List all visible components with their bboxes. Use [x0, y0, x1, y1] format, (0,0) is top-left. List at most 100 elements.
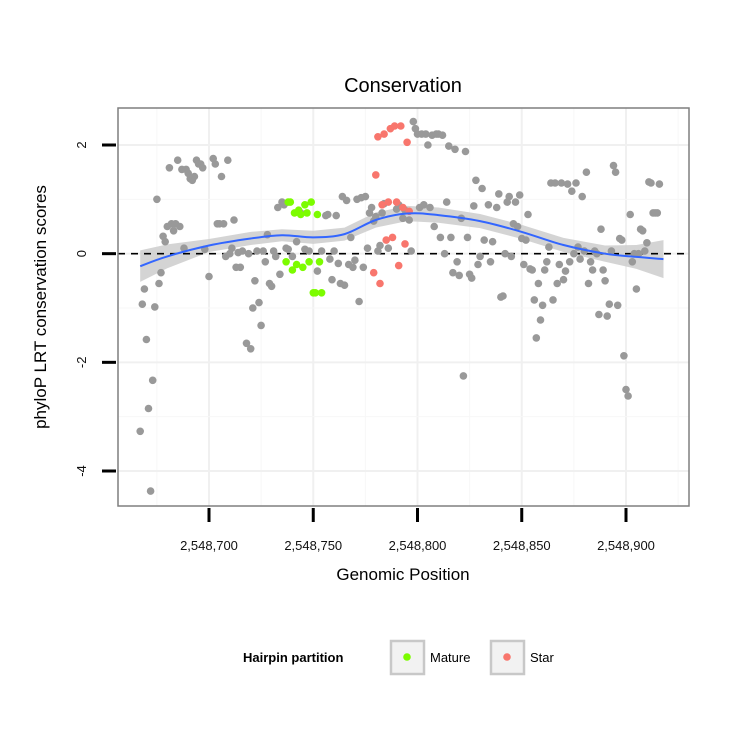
point-other [609, 161, 618, 170]
point-other [153, 195, 161, 204]
point-other [461, 147, 470, 156]
point-other [538, 301, 547, 310]
point-other [634, 249, 643, 258]
point-other [638, 227, 647, 235]
point-other [190, 172, 199, 181]
point-other [238, 247, 247, 255]
point-other [138, 300, 147, 309]
point-other [588, 266, 597, 274]
point-other [447, 233, 455, 242]
point-other [474, 260, 482, 269]
point-other [522, 236, 530, 244]
point-other [236, 263, 245, 272]
point-other [157, 268, 165, 277]
point-other [455, 271, 464, 280]
point-star [403, 138, 411, 147]
point-other [136, 427, 144, 436]
point-other [426, 203, 434, 212]
point-other [313, 267, 322, 275]
point-other [217, 172, 226, 181]
point-other [249, 304, 257, 312]
point-star [390, 122, 399, 130]
point-other [501, 249, 509, 258]
point-other [549, 296, 557, 304]
point-mature [317, 289, 326, 297]
point-other [363, 244, 372, 252]
point-other [261, 258, 270, 266]
point-other [599, 266, 607, 274]
point-other [292, 237, 301, 246]
point-star [394, 261, 403, 270]
point-other [655, 180, 664, 188]
point-other [505, 192, 513, 201]
point-star [401, 240, 409, 248]
point-other [242, 339, 251, 348]
x-axis: 2,548,700 2,548,750 2,548,800 2,548,850 2,54… [180, 508, 655, 553]
point-other [563, 180, 572, 188]
point-star [397, 122, 405, 130]
point-star [374, 133, 382, 141]
point-other [532, 334, 541, 342]
point-other [641, 247, 649, 255]
point-other [445, 142, 453, 150]
point-other [492, 203, 501, 212]
point-other [507, 252, 516, 261]
point-other [605, 300, 614, 309]
legend-label-star: Star [530, 650, 555, 665]
point-other [142, 335, 151, 344]
point-other [528, 266, 536, 274]
point-other [376, 241, 384, 250]
point-other [607, 247, 616, 255]
point-star [369, 268, 378, 277]
point-other [613, 301, 622, 310]
point-other [276, 270, 284, 279]
point-star [380, 130, 388, 138]
point-other [499, 292, 507, 300]
point-other [534, 279, 543, 288]
point-other [165, 164, 174, 172]
x-tick-label: 2,548,750 [284, 538, 342, 553]
point-other [643, 239, 651, 247]
point-other [330, 247, 338, 255]
point-other [405, 216, 414, 224]
point-other [436, 233, 445, 242]
point-other [565, 258, 574, 266]
point-other [169, 227, 178, 235]
chart-title: Conservation [344, 75, 462, 97]
point-star [372, 171, 380, 179]
point-other [430, 222, 439, 231]
point-other [359, 263, 368, 272]
x-tick-label: 2,548,850 [493, 538, 551, 553]
point-other [267, 282, 276, 291]
point-other [442, 198, 451, 206]
point-other [205, 272, 213, 281]
point-other [551, 179, 559, 187]
point-mature [296, 210, 305, 219]
point-star [376, 279, 384, 288]
point-other [148, 376, 157, 385]
point-other [351, 256, 359, 265]
point-other [584, 279, 593, 288]
point-other [255, 298, 263, 307]
point-other [422, 130, 430, 138]
point-star [378, 201, 386, 209]
point-other [513, 222, 522, 231]
point-star [382, 236, 391, 244]
point-other [603, 312, 611, 320]
point-other [438, 131, 447, 139]
point-other [601, 277, 609, 285]
point-other [449, 268, 457, 277]
point-other [628, 258, 637, 266]
point-other [284, 245, 293, 254]
point-other [230, 216, 238, 224]
point-other [198, 164, 207, 172]
point-other [211, 160, 220, 168]
y-tick-label: -2 [74, 357, 89, 369]
x-axis-title: Genomic Position [336, 565, 469, 584]
point-mature [288, 266, 297, 274]
point-other [511, 198, 520, 206]
point-other [515, 191, 524, 199]
point-other [632, 285, 641, 293]
point-mature [313, 210, 322, 219]
